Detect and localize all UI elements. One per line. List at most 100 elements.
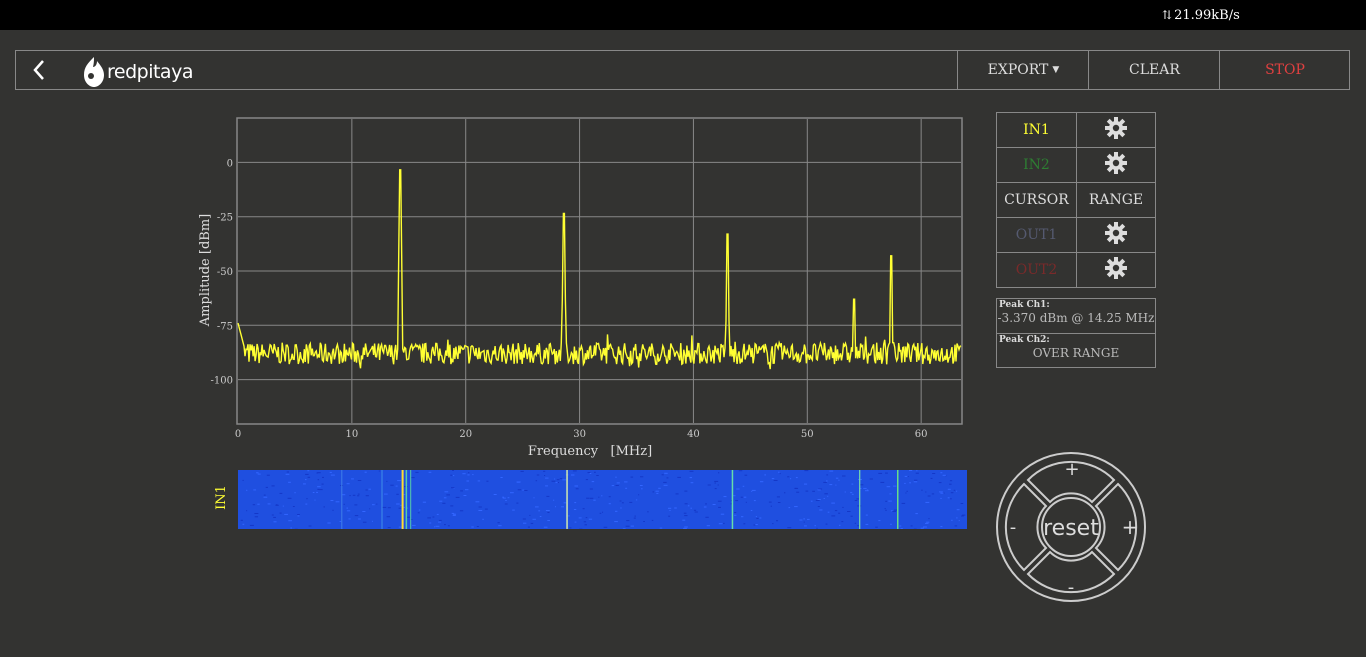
waterfall-noise xyxy=(878,472,883,474)
network-speed: ⇅ 21.99kB/s xyxy=(1162,8,1240,23)
out1-label: OUT1 xyxy=(1015,227,1058,243)
waterfall-noise xyxy=(621,502,624,504)
waterfall-noise xyxy=(573,509,577,510)
waterfall-noise xyxy=(663,484,668,486)
waterfall-noise xyxy=(773,480,778,481)
waterfall-noise xyxy=(859,484,864,486)
waterfall-noise xyxy=(342,494,346,496)
waterfall-noise xyxy=(478,506,482,508)
range-button[interactable]: RANGE xyxy=(1076,182,1156,218)
waterfall-noise xyxy=(539,516,542,517)
waterfall-noise xyxy=(949,483,952,485)
waterfall-noise xyxy=(468,472,470,474)
clear-button[interactable]: CLEAR xyxy=(1088,51,1220,89)
back-button[interactable] xyxy=(24,55,54,85)
waterfall-noise xyxy=(507,497,510,499)
zoom-left-button[interactable] xyxy=(1004,482,1048,572)
waterfall-noise xyxy=(339,521,342,522)
waterfall-noise xyxy=(630,476,634,478)
waterfall-noise xyxy=(555,482,558,484)
waterfall-noise xyxy=(894,509,898,511)
in2-label: IN2 xyxy=(1023,157,1050,173)
out1-button[interactable]: OUT1 xyxy=(996,217,1077,253)
waterfall-noise xyxy=(817,499,821,500)
waterfall-noise xyxy=(505,500,507,501)
waterfall-noise xyxy=(476,526,479,527)
waterfall-noise xyxy=(804,470,809,472)
waterfall-noise xyxy=(254,516,259,518)
waterfall-noise xyxy=(466,480,470,482)
waterfall-noise xyxy=(829,484,833,486)
waterfall-noise xyxy=(705,503,707,505)
waterfall-noise xyxy=(634,515,636,517)
waterfall-noise xyxy=(312,492,315,493)
y-tick-label: -100 xyxy=(211,376,233,387)
waterfall-noise xyxy=(683,527,687,529)
in2-button[interactable]: IN2 xyxy=(996,147,1077,183)
waterfall-noise xyxy=(804,525,807,527)
out2-settings-button[interactable] xyxy=(1076,252,1156,288)
waterfall-noise xyxy=(620,507,622,509)
out1-settings-button[interactable] xyxy=(1076,217,1156,253)
waterfall-noise xyxy=(434,526,436,528)
cursor-button[interactable]: CURSOR xyxy=(996,182,1077,218)
waterfall-noise xyxy=(927,495,931,497)
waterfall-noise xyxy=(554,478,556,480)
waterfall-noise xyxy=(451,512,455,514)
in1-button[interactable]: IN1 xyxy=(996,112,1077,148)
waterfall-noise xyxy=(317,472,321,474)
y-tick-label: -25 xyxy=(217,213,233,224)
waterfall-noise xyxy=(787,527,792,529)
waterfall-noise xyxy=(886,486,891,488)
waterfall-noise xyxy=(907,476,909,477)
waterfall-noise xyxy=(263,496,268,498)
waterfall-noise xyxy=(346,507,348,509)
waterfall-noise xyxy=(890,523,892,525)
waterfall-noise xyxy=(961,515,964,517)
spectrum-plot[interactable]: 0 -25 -50 -75 -100 0 10 20 30 40 50 60 Amplitude [… xyxy=(195,112,985,467)
peak-ch2-value: OVER RANGE xyxy=(1032,346,1120,360)
waterfall-noise xyxy=(901,502,906,504)
waterfall-noise xyxy=(857,525,860,527)
waterfall-noise xyxy=(559,478,563,480)
waterfall-noise xyxy=(535,506,539,508)
waterfall-noise xyxy=(847,511,851,512)
in1-settings-button[interactable] xyxy=(1076,112,1156,148)
waterfall-noise xyxy=(889,493,892,495)
waterfall-noise xyxy=(284,513,288,515)
in2-settings-button[interactable] xyxy=(1076,147,1156,183)
waterfall-noise xyxy=(776,520,779,522)
stop-button[interactable]: STOP xyxy=(1219,51,1350,89)
waterfall-noise xyxy=(578,517,582,519)
clear-label: CLEAR xyxy=(1129,62,1180,78)
reset-button[interactable] xyxy=(1041,497,1101,557)
waterfall-noise xyxy=(288,481,291,483)
waterfall-noise xyxy=(477,480,481,482)
waterfall-noise xyxy=(365,489,368,491)
waterfall-noise xyxy=(451,487,455,489)
waterfall-noise xyxy=(656,492,659,494)
x-tick-label: 0 xyxy=(235,429,241,440)
waterfall-noise xyxy=(439,500,443,502)
waterfall-noise xyxy=(305,473,309,475)
waterfall-noise xyxy=(910,525,913,527)
zoom-up-label: + xyxy=(1064,459,1079,480)
waterfall-noise xyxy=(942,474,946,476)
waterfall-noise xyxy=(810,500,813,502)
waterfall-noise xyxy=(669,510,671,511)
peak-ch2: Peak Ch2: OVER RANGE xyxy=(997,333,1155,368)
waterfall-noise xyxy=(594,471,596,473)
out2-button[interactable]: OUT2 xyxy=(996,252,1077,288)
waterfall-noise xyxy=(962,514,966,516)
waterfall-noise xyxy=(510,492,514,494)
waterfall-noise xyxy=(584,524,587,526)
zoom-up-button[interactable] xyxy=(1026,460,1116,504)
zoom-down-button[interactable] xyxy=(1026,550,1116,594)
waterfall-noise xyxy=(799,519,803,521)
export-button[interactable]: EXPORT ▼ xyxy=(957,51,1089,89)
zoom-right-button[interactable] xyxy=(1094,482,1138,572)
waterfall-noise xyxy=(240,519,243,521)
range-label: RANGE xyxy=(1088,192,1144,208)
waterfall-noise xyxy=(263,494,266,496)
waterfall-background xyxy=(238,470,967,529)
